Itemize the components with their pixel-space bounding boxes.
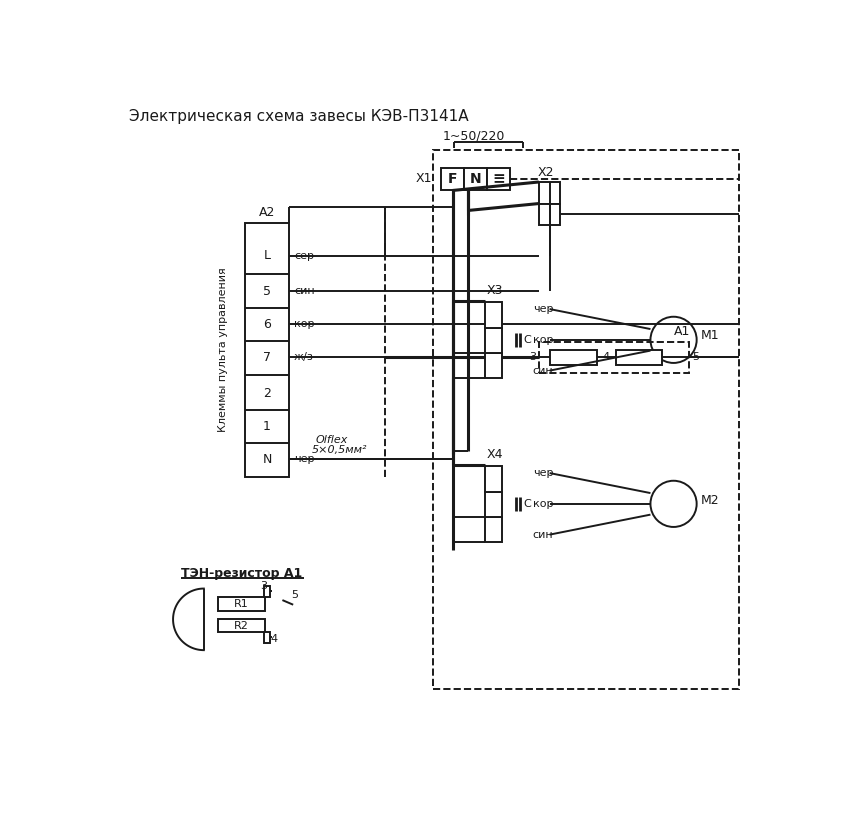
- Text: F: F: [448, 172, 457, 186]
- Bar: [464, 168, 487, 190]
- Text: ≡: ≡: [492, 172, 506, 187]
- Text: син: син: [533, 366, 554, 376]
- Text: Х3: Х3: [486, 284, 503, 297]
- Text: N: N: [470, 172, 481, 186]
- Text: R1: R1: [235, 599, 249, 609]
- Bar: [441, 168, 464, 190]
- Text: сер: сер: [294, 251, 314, 261]
- Text: 1: 1: [263, 420, 271, 432]
- Text: чер: чер: [533, 468, 553, 478]
- Bar: [550, 349, 597, 365]
- Text: ТЭН-резистор А1: ТЭН-резистор А1: [181, 567, 302, 579]
- Bar: [245, 222, 289, 477]
- Bar: [433, 149, 739, 689]
- Text: С: С: [523, 334, 531, 344]
- Text: 5: 5: [692, 353, 699, 363]
- Bar: [485, 466, 502, 491]
- Bar: [538, 342, 689, 373]
- Bar: [538, 182, 560, 203]
- Text: А1: А1: [674, 325, 690, 338]
- Text: 1~50/220: 1~50/220: [442, 129, 505, 142]
- Text: 3: 3: [528, 353, 536, 363]
- Bar: [538, 203, 560, 225]
- Text: 3: 3: [261, 581, 268, 591]
- Text: син: син: [294, 286, 315, 296]
- Text: R2: R2: [234, 621, 249, 631]
- Text: М1: М1: [701, 330, 719, 343]
- Bar: [264, 586, 270, 597]
- Bar: [218, 597, 266, 611]
- Bar: [485, 302, 502, 328]
- Text: 5×0,5мм²: 5×0,5мм²: [311, 445, 367, 455]
- Text: кор: кор: [533, 499, 553, 509]
- Text: 5: 5: [292, 590, 299, 600]
- Bar: [485, 517, 502, 542]
- Text: 7: 7: [263, 351, 271, 364]
- Text: Клеммы пульта управления: Клеммы пульта управления: [218, 267, 228, 432]
- Text: 2: 2: [263, 387, 271, 399]
- Text: М2: М2: [701, 494, 719, 506]
- Bar: [485, 328, 502, 353]
- Text: чер: чер: [533, 304, 553, 314]
- Bar: [487, 168, 511, 190]
- Text: 5: 5: [263, 285, 271, 298]
- Text: N: N: [262, 452, 272, 466]
- Text: L: L: [263, 249, 270, 262]
- Text: Х4: Х4: [486, 448, 503, 461]
- Text: 4: 4: [270, 633, 277, 643]
- Text: кор: кор: [533, 334, 553, 344]
- Bar: [218, 618, 266, 632]
- Text: чер: чер: [294, 454, 315, 464]
- Bar: [485, 491, 502, 517]
- Text: син: син: [533, 530, 554, 540]
- Text: X1: X1: [416, 173, 433, 185]
- Text: 6: 6: [263, 318, 271, 331]
- Text: Olflex: Olflex: [316, 435, 348, 445]
- Text: ж/з: ж/з: [294, 353, 314, 363]
- Bar: [616, 349, 662, 365]
- Text: А2: А2: [259, 206, 275, 218]
- Bar: [485, 353, 502, 378]
- Text: Электрическая схема завесы КЭВ-П3141А: Электрическая схема завесы КЭВ-П3141А: [129, 109, 468, 124]
- Text: кор: кор: [294, 320, 315, 330]
- Text: С: С: [523, 499, 531, 509]
- Bar: [264, 632, 270, 643]
- Text: 4: 4: [603, 353, 609, 363]
- Text: Х2: Х2: [538, 166, 554, 179]
